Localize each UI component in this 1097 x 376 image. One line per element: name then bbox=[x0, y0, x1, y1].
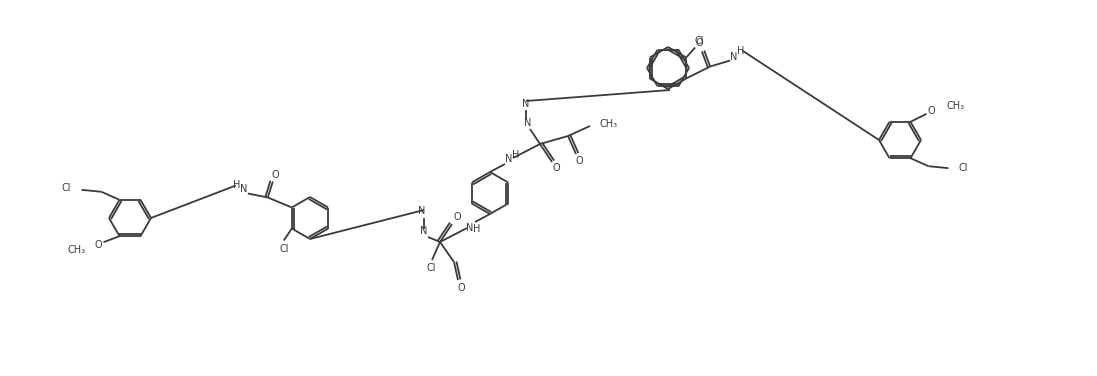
Text: CH₃: CH₃ bbox=[947, 101, 964, 111]
Text: N: N bbox=[420, 226, 428, 236]
Text: H: H bbox=[512, 150, 520, 160]
Text: O: O bbox=[271, 170, 279, 179]
Text: H: H bbox=[737, 47, 745, 56]
Text: O: O bbox=[453, 212, 461, 222]
Text: Cl: Cl bbox=[959, 163, 968, 173]
Text: O: O bbox=[928, 106, 936, 116]
Text: O: O bbox=[457, 283, 465, 293]
Text: O: O bbox=[695, 38, 703, 49]
Text: N: N bbox=[240, 185, 248, 194]
Text: O: O bbox=[552, 163, 559, 173]
Text: H: H bbox=[473, 224, 480, 234]
Text: Cl: Cl bbox=[279, 244, 289, 253]
Text: H: H bbox=[234, 179, 240, 190]
Text: O: O bbox=[94, 240, 102, 250]
Text: N: N bbox=[506, 154, 512, 164]
Text: CH₃: CH₃ bbox=[67, 245, 86, 255]
Text: Cl: Cl bbox=[694, 36, 704, 47]
Text: O: O bbox=[575, 156, 583, 166]
Text: N: N bbox=[522, 99, 530, 109]
Text: Cl: Cl bbox=[427, 263, 436, 273]
Text: Cl: Cl bbox=[63, 183, 71, 193]
Text: CH₃: CH₃ bbox=[599, 119, 618, 129]
Text: N: N bbox=[418, 206, 426, 216]
Text: N: N bbox=[466, 223, 474, 233]
Text: N: N bbox=[731, 52, 738, 62]
Text: N: N bbox=[524, 118, 532, 128]
